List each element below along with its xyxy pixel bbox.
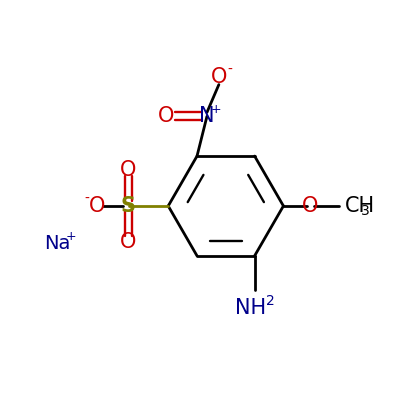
- Text: O: O: [120, 232, 137, 252]
- Text: S: S: [121, 196, 136, 216]
- Text: O: O: [158, 106, 174, 126]
- Text: N: N: [199, 106, 215, 126]
- Text: O: O: [302, 196, 319, 216]
- Text: +: +: [66, 230, 76, 243]
- Text: 2: 2: [266, 294, 275, 308]
- Text: O: O: [211, 68, 227, 88]
- Text: -: -: [228, 63, 232, 77]
- Text: 3: 3: [360, 204, 369, 218]
- Text: O: O: [88, 196, 105, 216]
- Text: -: -: [84, 192, 89, 206]
- Text: +: +: [210, 104, 221, 116]
- Text: NH: NH: [235, 298, 266, 318]
- Text: CH: CH: [345, 196, 375, 216]
- Text: Na: Na: [44, 234, 70, 253]
- Text: O: O: [120, 160, 137, 180]
